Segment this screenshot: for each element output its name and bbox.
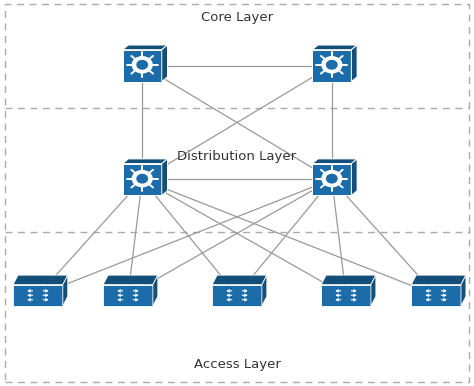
Polygon shape — [212, 275, 267, 285]
Circle shape — [132, 57, 152, 73]
Polygon shape — [13, 285, 63, 306]
Polygon shape — [312, 159, 357, 164]
Polygon shape — [351, 159, 357, 195]
Polygon shape — [162, 45, 167, 81]
Polygon shape — [162, 159, 167, 195]
Circle shape — [137, 174, 147, 183]
Circle shape — [132, 171, 152, 187]
Circle shape — [327, 61, 337, 69]
Text: Core Layer: Core Layer — [201, 11, 273, 24]
Polygon shape — [103, 285, 153, 306]
Polygon shape — [123, 50, 162, 81]
Circle shape — [137, 61, 147, 69]
Polygon shape — [321, 275, 376, 285]
Polygon shape — [411, 275, 466, 285]
Polygon shape — [123, 159, 167, 164]
Text: Distribution Layer: Distribution Layer — [177, 150, 297, 163]
Polygon shape — [312, 164, 351, 195]
Circle shape — [322, 57, 342, 73]
Text: Access Layer: Access Layer — [193, 358, 281, 371]
Circle shape — [327, 174, 337, 183]
Polygon shape — [123, 164, 162, 195]
Polygon shape — [123, 45, 167, 50]
Polygon shape — [153, 275, 158, 306]
Polygon shape — [312, 50, 351, 81]
Polygon shape — [262, 275, 267, 306]
Polygon shape — [321, 285, 371, 306]
Polygon shape — [63, 275, 68, 306]
Polygon shape — [371, 275, 376, 306]
Polygon shape — [351, 45, 357, 81]
Polygon shape — [312, 45, 357, 50]
Circle shape — [322, 171, 342, 187]
Polygon shape — [411, 285, 461, 306]
Polygon shape — [212, 285, 262, 306]
Polygon shape — [461, 275, 466, 306]
Polygon shape — [13, 275, 68, 285]
Polygon shape — [103, 275, 158, 285]
